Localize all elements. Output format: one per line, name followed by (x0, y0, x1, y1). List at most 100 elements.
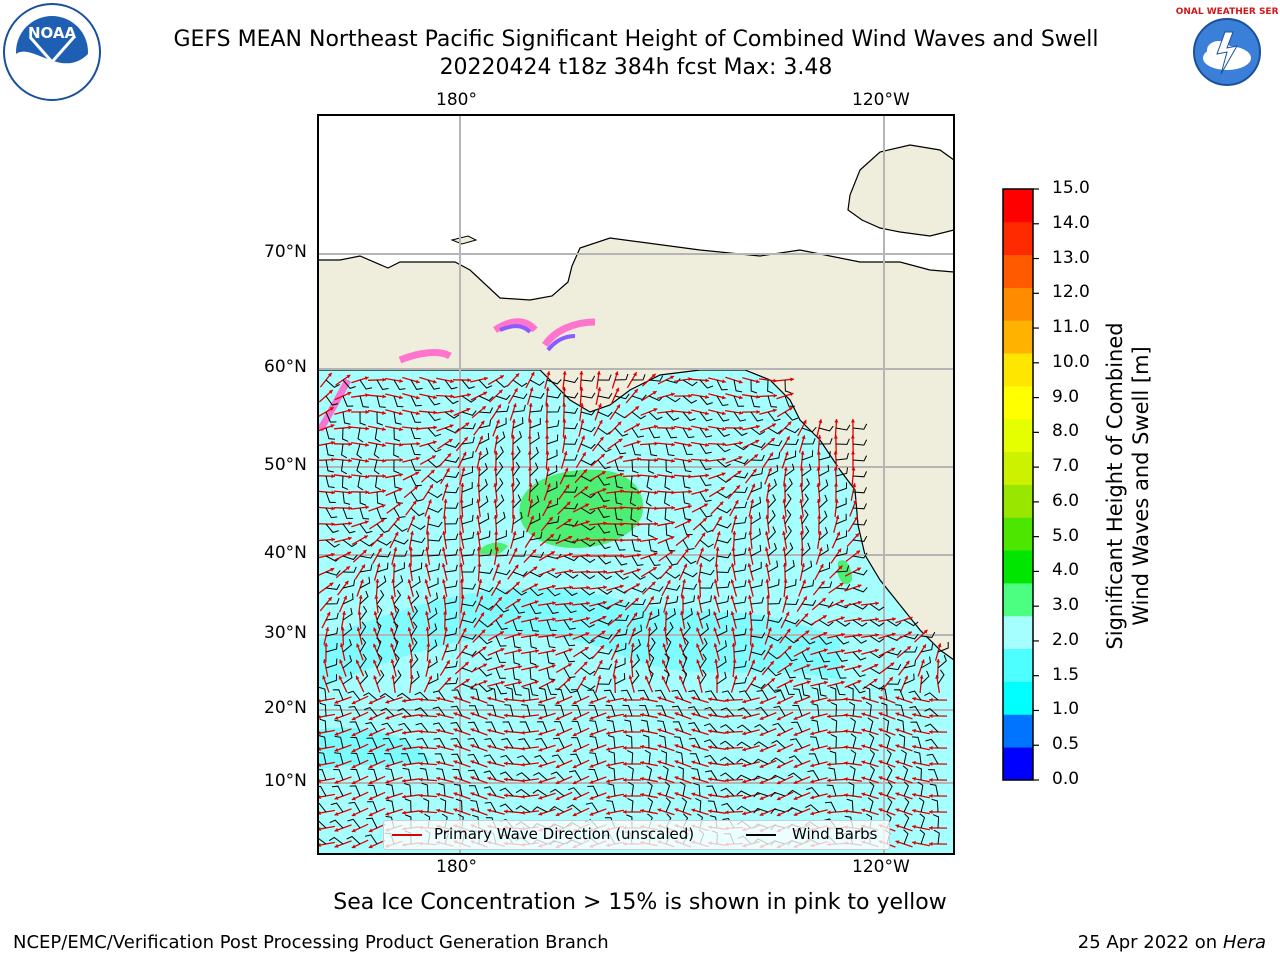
wind-barb (733, 596, 747, 605)
wind-barb (818, 438, 833, 445)
wave-arrow-head (552, 633, 556, 638)
wind-barb (733, 486, 748, 494)
wave-arrow-head (453, 728, 458, 733)
wave-arrow-head (407, 627, 412, 632)
wind-barb (648, 539, 658, 553)
wave-arrow-head (356, 643, 360, 648)
wind-barb (563, 651, 575, 663)
wave-arrow-head (331, 506, 335, 511)
wind-barb (682, 595, 695, 605)
wave-arrow-head (679, 643, 683, 648)
wind-barb (550, 771, 565, 781)
wind-barb (750, 379, 758, 394)
wind-barb (461, 379, 475, 390)
wave-arrow-head (708, 697, 712, 702)
wave-arrow-head (730, 563, 735, 567)
wave-arrow-head (708, 777, 712, 782)
wave-arrow-head (618, 614, 623, 619)
wave-arrow-head (810, 699, 815, 704)
wave-arrow-head (756, 394, 760, 399)
wind-barb (801, 426, 817, 433)
wind-barb (478, 530, 491, 541)
wind-barb (393, 395, 404, 408)
wind-barb (788, 755, 803, 765)
wind-barb (770, 774, 786, 781)
wave-arrow-head (476, 547, 481, 551)
wind-barb (376, 523, 390, 533)
wave-arrow-head (500, 680, 505, 685)
wave-arrow-head (730, 595, 735, 600)
wave-arrow-head (597, 387, 602, 391)
wave-arrow-head (329, 407, 334, 411)
wind-barb (521, 704, 531, 717)
sea-ice-edge (318, 318, 596, 432)
wind-barb (932, 814, 940, 829)
wave-arrow-head (551, 584, 556, 589)
wave-arrow-head (647, 627, 652, 631)
wind-barb (663, 669, 670, 685)
wave-arrow-head (347, 551, 352, 556)
wave-arrow-head (382, 394, 386, 399)
wind-barb (410, 523, 426, 531)
wave-arrow-head (398, 411, 403, 416)
wave-arrow-head (562, 419, 567, 423)
wind-barb (847, 686, 854, 701)
wave-arrow-head (654, 490, 658, 495)
wave-arrow-head (585, 632, 590, 636)
wave-arrow-head (365, 490, 369, 495)
wave-arrow-head (716, 531, 721, 536)
wave-arrow-head (493, 467, 498, 471)
wave-arrow-head (436, 696, 441, 701)
wind-barb (767, 464, 779, 477)
colorbar-tick-label: 6.0 (1052, 490, 1080, 511)
wave-arrow-head (834, 499, 839, 503)
wave-arrow-head (470, 808, 475, 812)
wave-arrow-head (402, 746, 406, 751)
wave-arrow-head (517, 615, 522, 620)
wave-arrow-head (633, 372, 637, 377)
wind-barb (665, 427, 678, 439)
wind-barb (470, 688, 480, 701)
wave-arrow-head (497, 404, 501, 409)
wave-arrow-head (759, 796, 764, 800)
wave-arrow-head (494, 547, 499, 551)
wind-barb (379, 692, 395, 701)
wave-arrow-head (653, 552, 658, 557)
wave-arrow-head (674, 744, 679, 748)
wave-arrow-head (766, 483, 771, 487)
wave-arrow-head (402, 698, 406, 703)
wave-arrow-head (586, 553, 590, 558)
wave-arrow-head (390, 595, 395, 600)
wind-barb (410, 590, 420, 605)
wind-barb (674, 736, 684, 749)
wave-arrow-head (920, 659, 925, 664)
wind-barb (410, 427, 421, 440)
wave-arrow-head (586, 601, 590, 606)
wind-barb (606, 800, 616, 813)
wind-barb (342, 655, 353, 669)
wind-barb (597, 539, 611, 550)
wave-arrow-head (528, 403, 533, 407)
wind-barb (350, 736, 361, 749)
wave-arrow-head (793, 716, 798, 720)
wind-barb (427, 592, 439, 605)
wind-barb (554, 688, 565, 701)
wind-barb (614, 642, 627, 653)
wave-arrow-head (650, 596, 654, 601)
wind-barb (910, 721, 922, 733)
wind-barb (529, 446, 539, 461)
wave-arrow-head (390, 611, 395, 616)
wind-barb (682, 637, 689, 653)
wind-barb (468, 769, 480, 781)
lat-tick-70n: 70°N (264, 242, 307, 262)
wind-barb (461, 531, 475, 541)
wind-barb (631, 654, 640, 669)
wave-arrow-head (768, 467, 772, 472)
wind-barb (325, 523, 339, 534)
wind-barb (784, 560, 795, 573)
wind-barb (451, 689, 463, 701)
wave-arrow-head (458, 547, 463, 551)
wave-arrow-head (589, 764, 594, 768)
wave-arrow-head (633, 612, 638, 617)
wind-barb (767, 379, 774, 394)
